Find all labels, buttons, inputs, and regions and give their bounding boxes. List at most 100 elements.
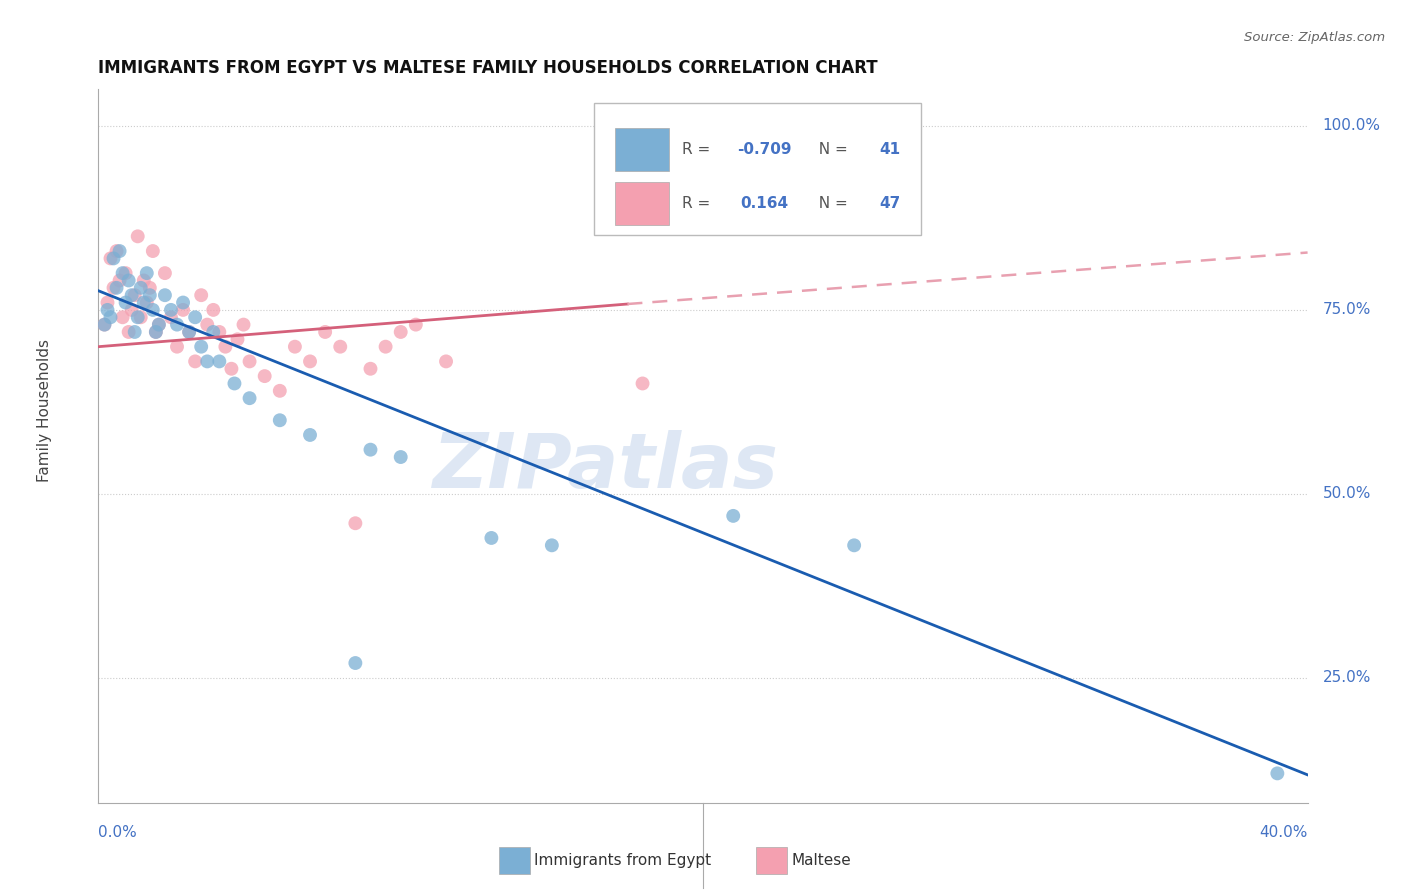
Point xyxy=(135,266,157,280)
Point xyxy=(190,340,212,354)
Point xyxy=(124,325,146,339)
Text: N =: N = xyxy=(810,143,853,157)
Point xyxy=(114,295,136,310)
Text: Source: ZipAtlas.com: Source: ZipAtlas.com xyxy=(1244,31,1385,45)
Point xyxy=(195,318,218,332)
Point xyxy=(299,428,322,442)
Point xyxy=(344,516,367,531)
Text: 40.0%: 40.0% xyxy=(1260,825,1308,840)
Text: ZIPatlas: ZIPatlas xyxy=(433,431,779,504)
Point xyxy=(148,318,170,332)
Point xyxy=(160,302,183,317)
Point xyxy=(299,354,322,368)
Point xyxy=(314,325,336,339)
Text: 75.0%: 75.0% xyxy=(1323,302,1371,318)
Text: 0.164: 0.164 xyxy=(741,196,789,211)
Bar xyxy=(614,128,669,171)
Point xyxy=(389,325,412,339)
Point xyxy=(844,538,866,552)
Point xyxy=(166,318,188,332)
Point xyxy=(121,288,143,302)
FancyBboxPatch shape xyxy=(595,103,921,235)
Point xyxy=(166,340,188,354)
Point xyxy=(100,310,122,325)
Point xyxy=(481,531,503,545)
Point xyxy=(127,310,149,325)
Point xyxy=(172,295,194,310)
Point xyxy=(96,295,118,310)
Point xyxy=(221,361,243,376)
Point xyxy=(214,340,236,354)
Point xyxy=(434,354,457,368)
Point xyxy=(142,244,165,258)
Point xyxy=(93,318,115,332)
Text: 41: 41 xyxy=(880,143,901,157)
Point xyxy=(374,340,396,354)
Text: -0.709: -0.709 xyxy=(737,143,792,157)
Point xyxy=(127,229,149,244)
Text: IMMIGRANTS FROM EGYPT VS MALTESE FAMILY HOUSEHOLDS CORRELATION CHART: IMMIGRANTS FROM EGYPT VS MALTESE FAMILY … xyxy=(98,59,877,77)
Point xyxy=(540,538,562,552)
Point xyxy=(239,391,262,405)
Point xyxy=(100,252,122,266)
Point xyxy=(405,318,427,332)
Point xyxy=(284,340,307,354)
Point xyxy=(360,442,382,457)
Point xyxy=(139,288,162,302)
Text: 0.0%: 0.0% xyxy=(98,825,138,840)
Point xyxy=(124,288,146,302)
Point xyxy=(389,450,412,464)
Point xyxy=(93,318,115,332)
Point xyxy=(195,354,218,368)
Point xyxy=(96,302,118,317)
Point xyxy=(239,354,262,368)
Point xyxy=(344,656,367,670)
Point xyxy=(208,354,231,368)
Point xyxy=(121,302,143,317)
Point xyxy=(111,266,134,280)
Point xyxy=(114,266,136,280)
Point xyxy=(129,281,152,295)
Text: 50.0%: 50.0% xyxy=(1323,486,1371,501)
Point xyxy=(145,325,167,339)
Point xyxy=(208,325,231,339)
Point xyxy=(148,318,170,332)
Point xyxy=(118,273,141,287)
Text: R =: R = xyxy=(682,143,716,157)
Point xyxy=(129,310,152,325)
Point xyxy=(103,252,125,266)
Point xyxy=(177,325,201,339)
Point xyxy=(142,302,165,317)
Point xyxy=(118,325,141,339)
Point xyxy=(153,288,176,302)
Point xyxy=(103,281,125,295)
Point xyxy=(111,310,134,325)
Text: R =: R = xyxy=(682,196,720,211)
Point xyxy=(177,325,201,339)
Point xyxy=(145,325,167,339)
Point xyxy=(329,340,352,354)
Point xyxy=(224,376,246,391)
Point xyxy=(253,369,276,384)
Text: Family Households: Family Households xyxy=(37,339,52,482)
Point xyxy=(172,302,194,317)
Point xyxy=(202,302,225,317)
Point xyxy=(132,295,155,310)
Point xyxy=(269,413,291,427)
Point xyxy=(108,273,131,287)
Point xyxy=(135,295,157,310)
Point xyxy=(202,325,225,339)
Point xyxy=(184,354,207,368)
Text: Immigrants from Egypt: Immigrants from Egypt xyxy=(534,854,711,868)
Point xyxy=(360,361,382,376)
Point xyxy=(108,244,131,258)
Point xyxy=(105,281,128,295)
Text: N =: N = xyxy=(810,196,853,211)
Text: Maltese: Maltese xyxy=(792,854,851,868)
Text: 47: 47 xyxy=(880,196,901,211)
Point xyxy=(184,310,207,325)
Point xyxy=(139,281,162,295)
Point xyxy=(631,376,654,391)
Point xyxy=(232,318,254,332)
Point xyxy=(160,310,183,325)
